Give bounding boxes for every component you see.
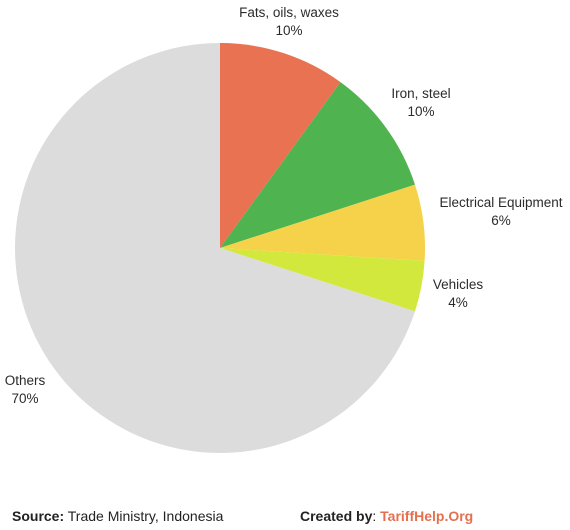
pie-slice-vehicles: [220, 248, 425, 312]
slice-value-label: 10%: [407, 104, 434, 119]
slice-label: Iron, steel: [391, 86, 450, 101]
slice-value-label: 70%: [11, 391, 38, 406]
created-label: Created by: [300, 508, 373, 524]
pie-labels: Fats, oils, waxes 10% Iron, steel 10% Electr…: [5, 5, 563, 406]
source-text: Trade Ministry, Indonesia: [67, 508, 224, 524]
pie-slices: [15, 42, 426, 453]
pie-slice-fats-oils-waxes: [220, 42, 341, 248]
pie-slice-others: [15, 43, 415, 453]
slice-label: Fats, oils, waxes: [239, 5, 339, 20]
slice-label: Vehicles: [433, 277, 484, 292]
pie-chart: Fats, oils, waxes 10% Iron, steel 10% Electr…: [5, 5, 563, 453]
slice-value-label: 4%: [448, 295, 468, 310]
slice-label: Others: [5, 373, 46, 388]
created-separator: :: [372, 508, 377, 524]
footer: Source: Trade Ministry, Indonesia Create…: [12, 508, 558, 528]
source-label: Source:: [12, 508, 65, 524]
pie-slice-iron-steel: [220, 82, 415, 249]
source-note: Source: Trade Ministry, Indonesia: [12, 508, 223, 524]
slice-value-label: 10%: [275, 23, 302, 38]
credit-note: Created by: TariffHelp.Org: [300, 508, 473, 524]
slice-value-label: 6%: [491, 213, 511, 228]
slice-label: Electrical Equipment: [439, 195, 562, 210]
brand-link[interactable]: TariffHelp.Org: [380, 508, 474, 524]
pie-slice-electrical-equipment: [220, 184, 426, 261]
